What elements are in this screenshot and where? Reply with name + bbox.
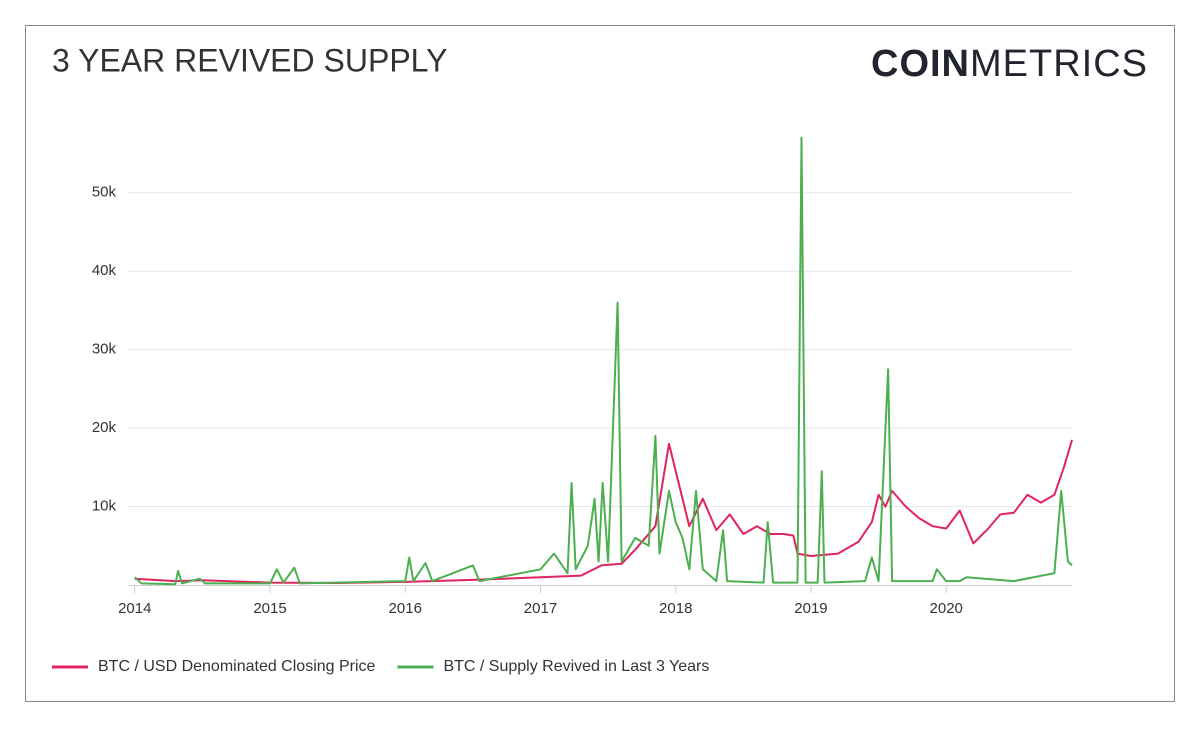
series-line (134, 136, 1073, 586)
legend-label: BTC / USD Denominated Closing Price (98, 658, 376, 675)
x-tick-label: 2014 (118, 600, 151, 617)
x-tick-label: 2020 (930, 600, 963, 617)
logo-light: METRICS (970, 43, 1148, 85)
x-tick-label: 2016 (389, 600, 422, 617)
y-tick-label: 10k (92, 498, 117, 515)
chart-title: 3 YEAR REVIVED SUPPLY (52, 42, 447, 78)
frame (25, 25, 1175, 702)
x-tick-label: 2019 (794, 600, 827, 617)
plot (134, 136, 1073, 586)
legend: BTC / USD Denominated Closing Price BTC /… (52, 658, 709, 675)
series-line (134, 439, 1073, 584)
y-tick-label: 50k (92, 184, 117, 201)
y-tick-label: 40k (92, 262, 117, 279)
grid: 10k 20k 30k 40k 50k 2014 2015 2016 2017 2018 2019 2… (92, 184, 1072, 617)
x-tick-label: 2018 (659, 600, 692, 617)
legend-label: BTC / Supply Revived in Last 3 Years (443, 658, 709, 675)
logo-bold: COIN (871, 43, 970, 85)
y-tick-label: 20k (92, 419, 117, 436)
x-tick-label: 2017 (524, 600, 557, 617)
y-tick-label: 30k (92, 341, 117, 358)
x-tick-label: 2015 (253, 600, 286, 617)
logo: COINMETRICS (871, 43, 1148, 85)
